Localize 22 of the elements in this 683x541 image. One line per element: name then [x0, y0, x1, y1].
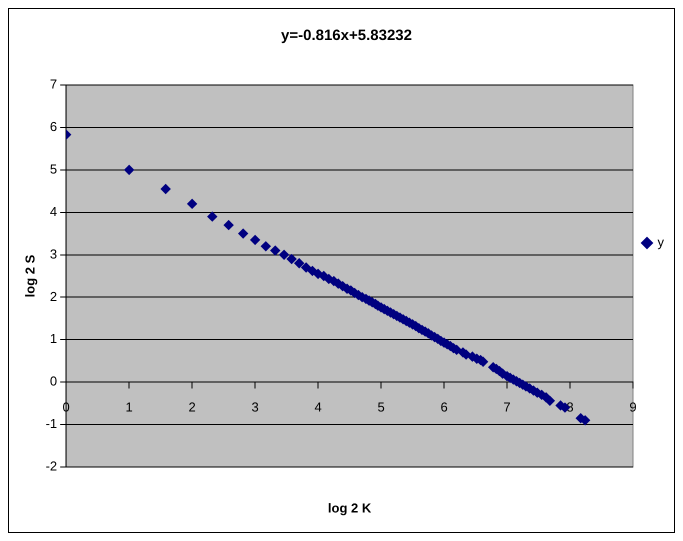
- x-tick-label: 5: [377, 399, 385, 414]
- y-tick-label: 2: [50, 288, 58, 304]
- x-tick-label: 3: [251, 399, 259, 414]
- y-tick-label: 6: [50, 119, 58, 134]
- y-tick-label: 5: [50, 161, 58, 176]
- x-tick-label: 9: [629, 399, 637, 414]
- y-tick-label: -1: [46, 416, 58, 432]
- y-tick-label: 7: [50, 76, 58, 92]
- y-axis-title: log 2 S: [22, 254, 38, 298]
- y-tick-label: -2: [46, 458, 58, 474]
- x-axis-title: log 2 K: [328, 500, 372, 516]
- x-tick-label: 7: [503, 399, 511, 414]
- x-tick-label: 2: [188, 399, 196, 414]
- y-tick-label: 0: [50, 374, 58, 389]
- chart-title: y=-0.816x+5.83232: [281, 27, 412, 44]
- x-tick-label: 4: [314, 399, 322, 414]
- legend-label: y: [658, 234, 664, 250]
- y-tick-label: 3: [50, 246, 58, 262]
- y-tick-label: 4: [50, 204, 58, 219]
- x-tick-label: 1: [126, 399, 133, 414]
- y-tick-label: 1: [50, 331, 58, 346]
- x-tick-label: 6: [440, 399, 448, 414]
